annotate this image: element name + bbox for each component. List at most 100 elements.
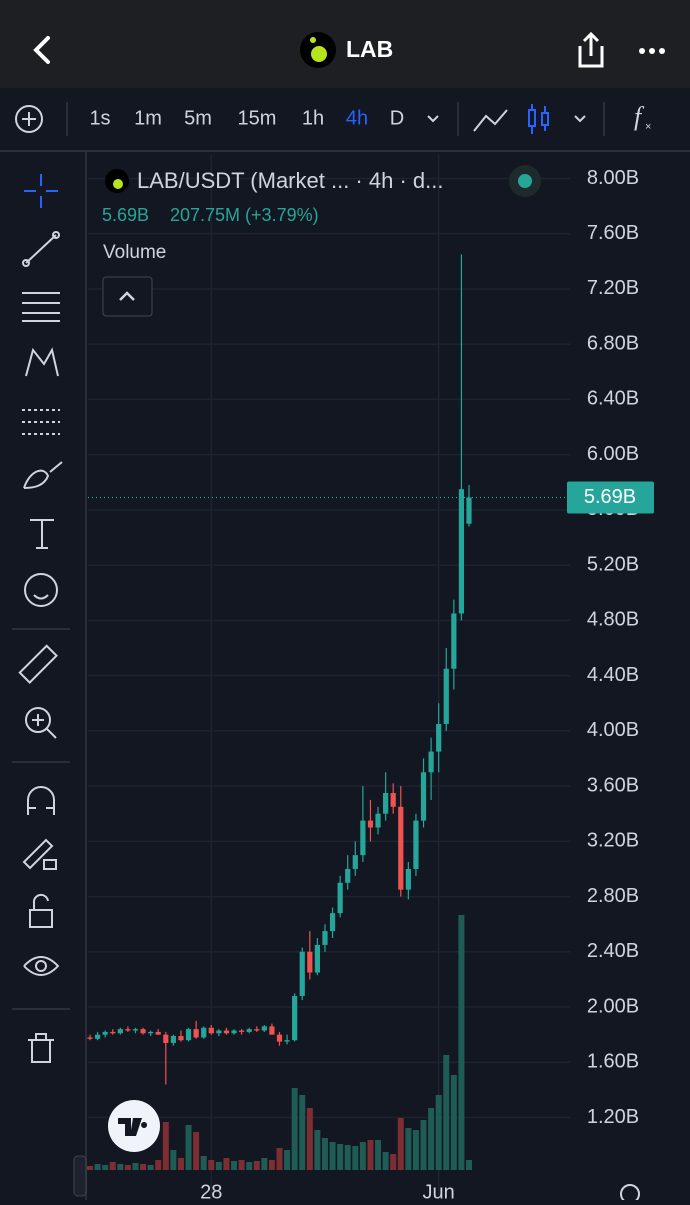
- candle-body: [383, 793, 389, 814]
- volume-bar: [208, 1160, 215, 1170]
- volume-bar: [276, 1148, 283, 1170]
- interval-button[interactable]: 1h: [302, 107, 324, 129]
- candle-chart-button[interactable]: [528, 104, 549, 134]
- emoji-tool[interactable]: [24, 573, 58, 607]
- candle-body: [314, 944, 320, 973]
- add-indicator-button[interactable]: [15, 105, 43, 133]
- settings-button[interactable]: [620, 1184, 640, 1204]
- candle-body: [163, 1034, 169, 1043]
- trend-line-handle: [52, 231, 60, 239]
- volume-bar: [155, 1160, 162, 1170]
- candle-body: [125, 1029, 131, 1031]
- interval-button[interactable]: D: [390, 107, 404, 129]
- interval-button[interactable]: 5m: [184, 107, 212, 129]
- volume-bar: [177, 1158, 184, 1170]
- candle-body: [269, 1026, 275, 1035]
- tradingview-logo: [108, 1100, 160, 1152]
- candle-body: [337, 882, 343, 914]
- volume-bar: [193, 1132, 200, 1170]
- candle-body: [110, 1031, 116, 1034]
- back-button[interactable]: [33, 36, 50, 64]
- delete-tool[interactable]: [28, 1033, 54, 1063]
- candle-body: [360, 820, 366, 856]
- candle-body: [102, 1031, 108, 1035]
- volume-bar: [132, 1163, 139, 1170]
- volume-bar: [375, 1140, 382, 1170]
- y-tick-label: 7.20B: [587, 277, 639, 299]
- candle-body: [231, 1030, 237, 1034]
- trend-line-tool[interactable]: [25, 234, 57, 264]
- candle-body: [170, 1036, 176, 1043]
- y-tick-label: 7.60B: [587, 222, 639, 244]
- volume-bar: [443, 1055, 450, 1170]
- volume-bar: [382, 1152, 389, 1170]
- volume-bar: [231, 1161, 238, 1170]
- volume-bar: [253, 1161, 260, 1170]
- interval-menu[interactable]: [427, 115, 439, 123]
- indicators-button-sub: ×: [645, 121, 651, 133]
- volume-bar: [261, 1158, 268, 1170]
- candle-body: [216, 1030, 222, 1034]
- chart-legend: LAB/USDT (Market ... · 4h · d... 5.69B 2…: [102, 165, 541, 317]
- candle-body: [299, 951, 305, 996]
- volume-bar: [223, 1158, 230, 1170]
- collapse-button[interactable]: [102, 276, 153, 317]
- volume-bar: [390, 1154, 397, 1170]
- candle-body: [420, 772, 427, 821]
- volume-bar: [299, 1095, 306, 1170]
- volume-bar: [352, 1146, 359, 1170]
- toolbar: [0, 88, 690, 150]
- volume-bar: [238, 1160, 245, 1170]
- y-tick-label: 4.00B: [587, 719, 639, 741]
- chart-type-menu[interactable]: [574, 115, 586, 123]
- volume-bar: [412, 1130, 419, 1170]
- y-tick-label: 6.00B: [587, 443, 639, 465]
- line-chart-button[interactable]: [473, 109, 508, 132]
- x-tick-label: 28: [200, 1181, 222, 1200]
- interval-button[interactable]: 1s: [89, 107, 110, 129]
- volume-bar: [162, 1122, 169, 1170]
- header-title: LAB: [346, 36, 393, 62]
- candle-body: [405, 868, 411, 890]
- projection-tool[interactable]: [22, 409, 60, 435]
- candle-body: [398, 806, 404, 890]
- candle-body: [208, 1027, 214, 1034]
- interval-button[interactable]: 15m: [238, 107, 277, 129]
- lock-tool[interactable]: [29, 909, 53, 928]
- interval-button[interactable]: 4h: [346, 107, 368, 129]
- legend-change: 207.75M (+3.79%): [170, 205, 319, 225]
- candle-body: [443, 668, 449, 724]
- candle-body: [193, 1029, 199, 1038]
- share-button[interactable]: [578, 31, 604, 68]
- y-tick-label: 2.40B: [587, 940, 639, 962]
- indicators-button[interactable]: f: [634, 102, 645, 131]
- y-tick-label: 8.00B: [587, 167, 639, 189]
- candle-body: [428, 751, 434, 773]
- volume-bar: [337, 1144, 344, 1170]
- candle-body: [284, 1040, 290, 1042]
- volume-bar: [329, 1142, 336, 1170]
- more-button[interactable]: [639, 48, 665, 54]
- text-tool[interactable]: [30, 519, 54, 549]
- crosshair-tool[interactable]: [24, 174, 58, 208]
- fib-tool[interactable]: [22, 292, 60, 322]
- interval-button[interactable]: 1m: [134, 107, 162, 129]
- candle-body: [223, 1030, 230, 1034]
- side-tab[interactable]: [73, 1155, 87, 1197]
- candle-body: [87, 1037, 93, 1039]
- x-tick-label: Jun: [423, 1181, 455, 1200]
- lock-drawing-tool[interactable]: [22, 838, 54, 870]
- brush-tool[interactable]: [23, 461, 63, 489]
- visibility-tool[interactable]: [23, 956, 60, 976]
- zoom-tool[interactable]: [25, 707, 51, 733]
- volume-bar: [284, 1150, 291, 1170]
- candle-body: [352, 855, 358, 869]
- candle-body: [390, 793, 396, 807]
- candle-body: [329, 913, 336, 932]
- pattern-tool[interactable]: [25, 347, 59, 377]
- candle-body: [276, 1034, 283, 1042]
- volume-bar: [268, 1160, 275, 1170]
- volume-bar: [109, 1162, 116, 1170]
- ruler-tool[interactable]: [18, 644, 58, 684]
- magnet-tool[interactable]: [27, 786, 55, 815]
